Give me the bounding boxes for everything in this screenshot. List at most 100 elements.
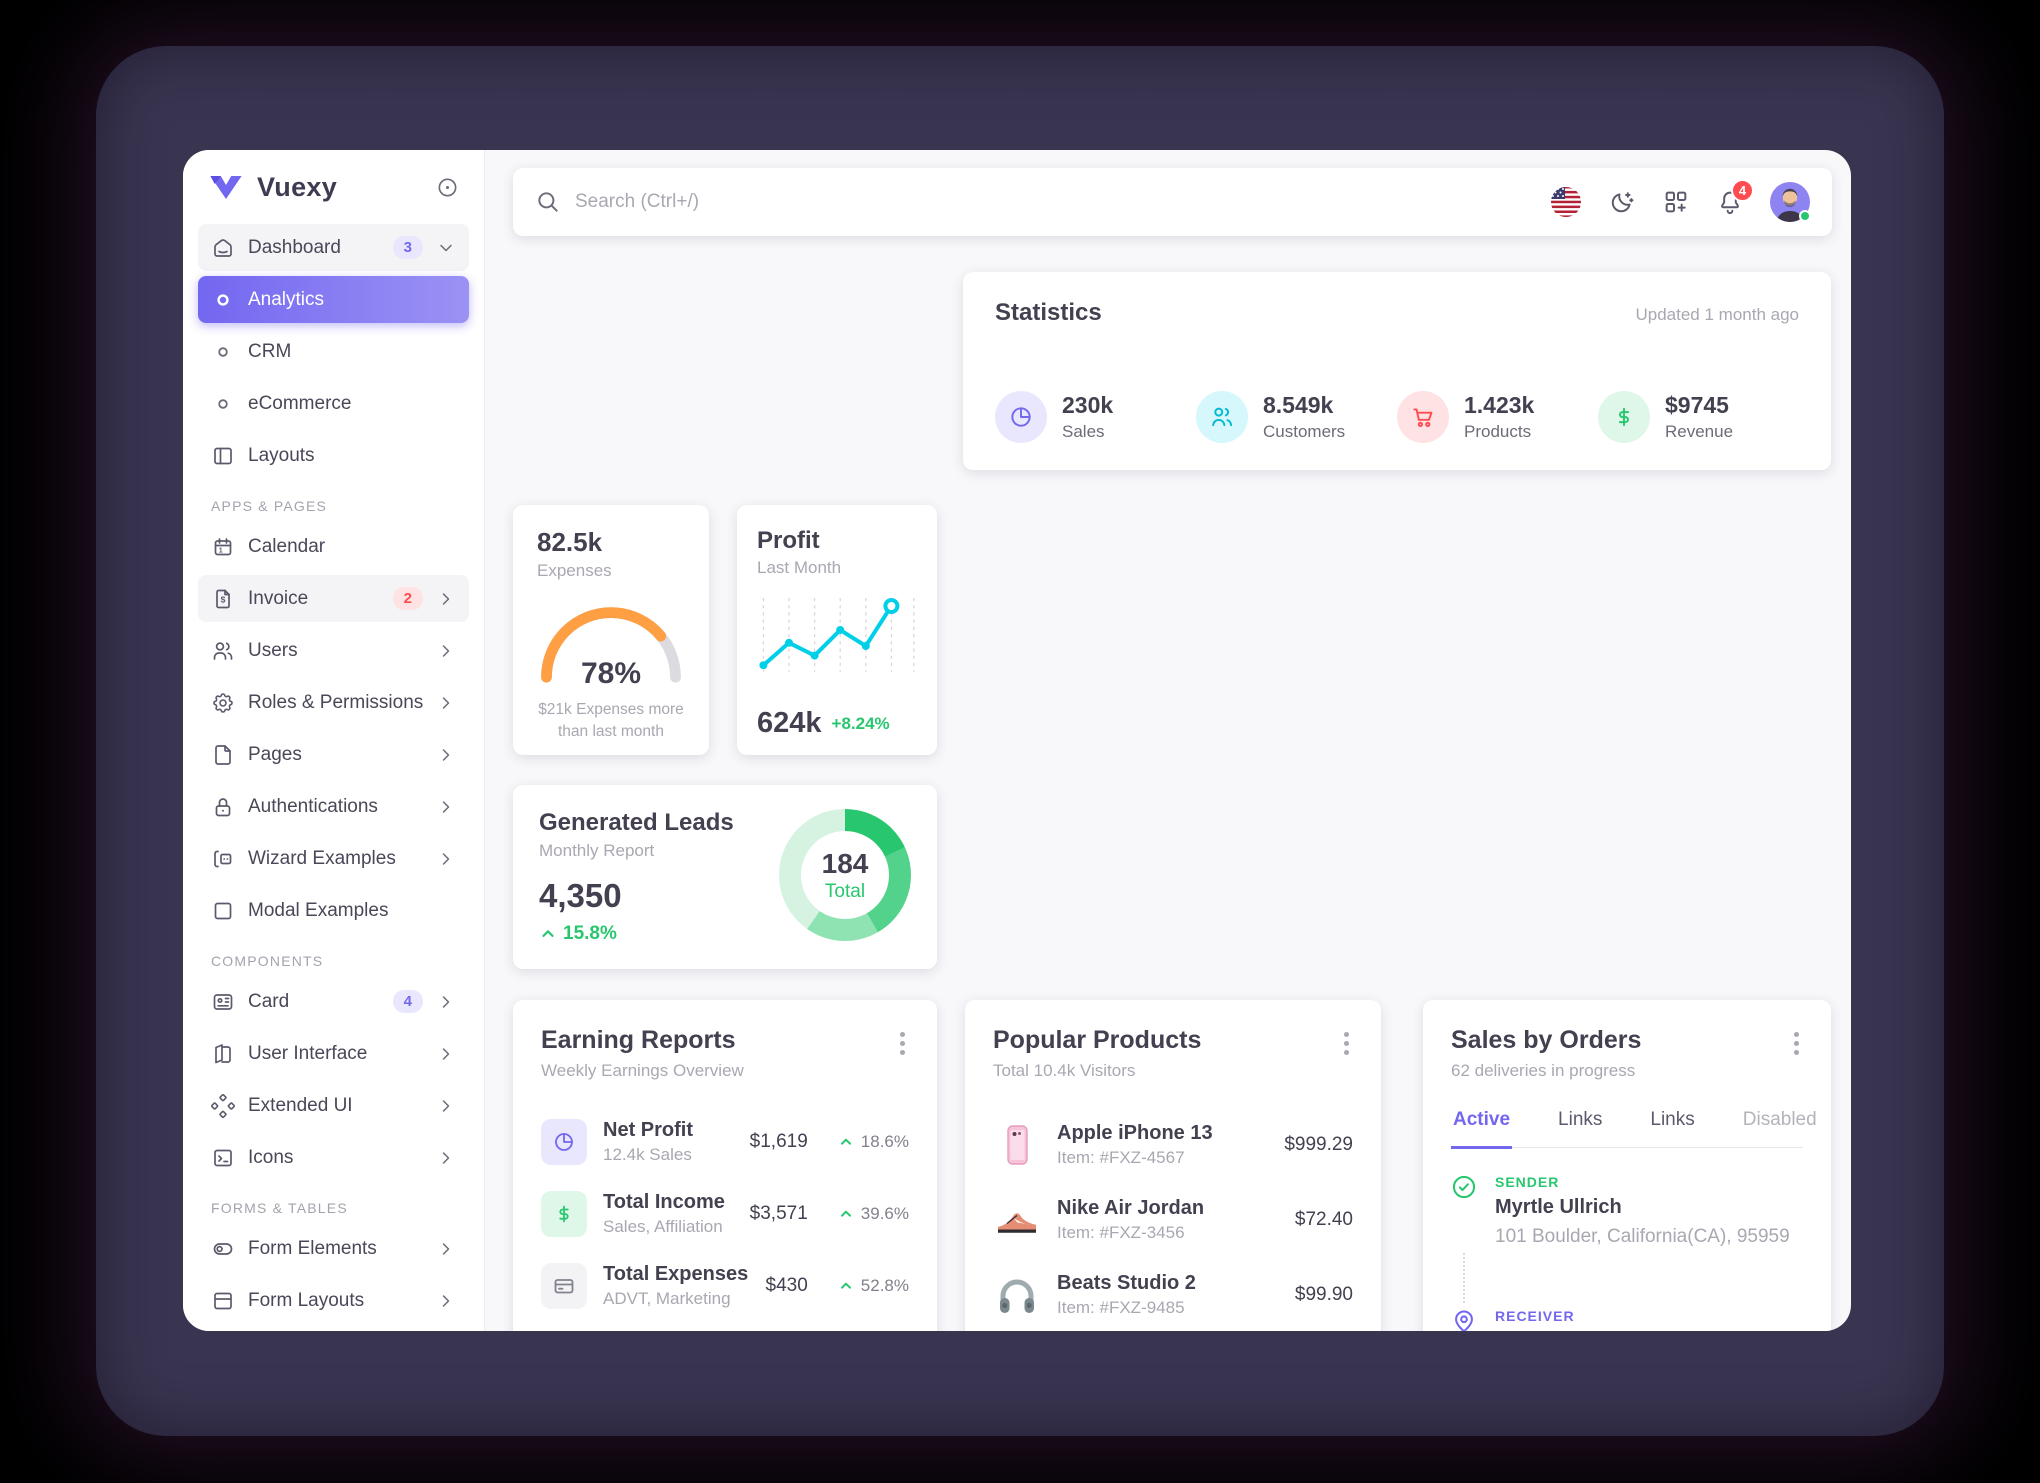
sidebar-item-user-interface[interactable]: User Interface xyxy=(198,1030,469,1077)
sidebar-item-authentications[interactable]: Authentications xyxy=(198,783,469,830)
timeline-connector xyxy=(1463,1253,1465,1303)
chevron-down-icon xyxy=(436,238,456,258)
sidebar-item-wizard-examples[interactable]: Wizard Examples xyxy=(198,835,469,882)
invoice-badge: 2 xyxy=(392,587,423,610)
wizard-icon xyxy=(211,847,235,871)
orders-subtitle: 62 deliveries in progress xyxy=(1451,1061,1636,1080)
earning-subtitle: Weekly Earnings Overview xyxy=(541,1061,744,1080)
svg-text:$: $ xyxy=(221,594,226,604)
sidebar-item-ecommerce[interactable]: eCommerce xyxy=(198,380,469,427)
sidebar-item-modal-examples[interactable]: Modal Examples xyxy=(198,887,469,934)
products-subtitle: Total 10.4k Visitors xyxy=(993,1061,1136,1080)
sidebar-item-crm[interactable]: CRM xyxy=(198,328,469,375)
product-price: $99.90 xyxy=(1294,1284,1353,1305)
language-flag-icon[interactable] xyxy=(1550,186,1582,218)
sidebar-item-label: Card xyxy=(248,990,290,1012)
notifications-bell-icon[interactable]: 4 xyxy=(1716,179,1754,216)
sender-name: Myrtle Ullrich xyxy=(1495,1196,1622,1218)
product-row-beats: Beats Studio 2 Item: #FXZ-9485 $99.90 xyxy=(993,1271,1353,1319)
product-row-iphone: Apple iPhone 13 Item: #FXZ-4567 $999.29 xyxy=(993,1121,1353,1169)
circle-icon xyxy=(211,392,235,416)
sidebar-item-label: Form Layouts xyxy=(248,1289,365,1311)
tab-disabled[interactable]: Disabled xyxy=(1742,1109,1817,1130)
chevron-right-icon xyxy=(436,693,456,713)
kebab-menu-icon[interactable] xyxy=(1790,1026,1803,1061)
sidebar-item-label: Layouts xyxy=(248,444,315,466)
vuexy-logo-icon xyxy=(210,175,242,199)
sidebar-item-icons[interactable]: Icons xyxy=(198,1134,469,1181)
stat-products: 1.423k Products xyxy=(1397,391,1598,443)
user-avatar[interactable] xyxy=(1770,182,1811,222)
sidebar-item-label: Invoice xyxy=(248,587,309,609)
expenses-percent: 78% xyxy=(580,657,642,690)
stat-label: Sales xyxy=(1062,422,1105,441)
sidebar: Vuexy Dashboard 3 xyxy=(183,150,485,1331)
dark-mode-moon-icon[interactable] xyxy=(1608,188,1636,216)
earning-delta: 18.6% xyxy=(838,1132,909,1152)
earning-row-total-income: Total Income Sales, Affiliation $3,571 39… xyxy=(541,1191,909,1237)
receiver-name: Barry Schowalter xyxy=(1495,1330,1787,1331)
sidebar-item-layouts[interactable]: Layouts xyxy=(198,432,469,479)
sidebar-item-extended-ui[interactable]: Extended UI xyxy=(198,1082,469,1129)
calendar-icon: 1 xyxy=(211,535,235,559)
delivery-timeline: SENDER Myrtle Ullrich 101 Boulder, Calif… xyxy=(1451,1174,1803,1331)
expenses-note: $21k Expenses more than last month xyxy=(538,701,684,741)
pie-chart-icon xyxy=(995,391,1047,443)
sidebar-item-dashboard[interactable]: Dashboard 3 xyxy=(198,224,469,271)
nav-section-apps-pages: APPS & PAGES xyxy=(211,498,328,514)
sidebar-item-invoice[interactable]: $ Invoice 2 xyxy=(198,575,469,622)
notebook-icon xyxy=(211,1042,235,1066)
sidebar-item-form-elements[interactable]: Form Elements xyxy=(198,1225,469,1272)
sidebar-item-label: Roles & Permissions xyxy=(248,691,423,713)
topbar-icons: 4 xyxy=(1550,179,1811,222)
earning-amount: $430 xyxy=(765,1275,808,1296)
shortcuts-grid-icon[interactable] xyxy=(1662,188,1690,216)
sidebar-item-calendar[interactable]: 1 Calendar xyxy=(198,523,469,570)
chevron-right-icon xyxy=(436,745,456,765)
sender-tag: SENDER xyxy=(1495,1174,1560,1190)
kebab-menu-icon[interactable] xyxy=(1340,1026,1353,1061)
stat-value: 230k xyxy=(1062,392,1114,418)
topbar: 4 xyxy=(513,168,1832,236)
sidebar-item-label: Analytics xyxy=(248,288,325,310)
sidebar-nav: Dashboard 3 Analytics CRM xyxy=(198,224,469,1324)
tab-links-1[interactable]: Links xyxy=(1558,1109,1603,1130)
tab-active[interactable]: Active xyxy=(1451,1105,1513,1149)
caret-up-icon xyxy=(840,1282,851,1289)
sidebar-item-users[interactable]: Users xyxy=(198,627,469,674)
sidebar-item-roles-permissions[interactable]: Roles & Permissions xyxy=(198,679,469,726)
sidebar-item-label: Extended UI xyxy=(248,1094,353,1116)
popular-products-card: Popular Products Total 10.4k Visitors Ap… xyxy=(965,1000,1381,1331)
expenses-label: Expenses xyxy=(537,561,612,580)
search-icon xyxy=(538,192,558,212)
profit-value: 624k xyxy=(757,707,822,739)
stat-revenue: $9745 Revenue xyxy=(1598,391,1799,443)
notification-count-badge: 4 xyxy=(1731,179,1754,202)
pie-chart-icon xyxy=(541,1119,587,1165)
product-image-headphones xyxy=(993,1271,1041,1319)
expenses-card: 82.5k Expenses 78% $21k Expenses more th… xyxy=(513,505,709,755)
sidebar-item-card[interactable]: Card 4 xyxy=(198,978,469,1025)
circle-icon xyxy=(211,340,235,364)
sidebar-item-analytics[interactable]: Analytics xyxy=(198,276,469,323)
nav-section-forms-tables: FORMS & TABLES xyxy=(211,1200,348,1216)
expenses-value: 82.5k xyxy=(537,527,603,557)
leads-donut-chart: 184 Total xyxy=(779,809,911,941)
sidebar-item-label: Pages xyxy=(248,743,302,765)
kebab-menu-icon[interactable] xyxy=(896,1026,909,1061)
chevron-right-icon xyxy=(436,797,456,817)
sidebar-pin-icon[interactable] xyxy=(436,176,459,199)
sidebar-item-form-layouts[interactable]: Form Layouts xyxy=(198,1277,469,1324)
id-card-icon xyxy=(211,990,235,1014)
search-input[interactable] xyxy=(575,191,1175,213)
chevron-right-icon xyxy=(436,992,456,1012)
chevron-right-icon xyxy=(436,589,456,609)
tab-links-2[interactable]: Links xyxy=(1650,1109,1695,1130)
chevron-right-icon xyxy=(436,1044,456,1064)
receiver-tag: RECEIVER xyxy=(1495,1308,1575,1324)
invoice-icon: $ xyxy=(211,587,235,611)
dashboard-badge: 3 xyxy=(392,236,423,259)
sidebar-item-pages[interactable]: Pages xyxy=(198,731,469,778)
caret-up-icon xyxy=(840,1210,851,1217)
